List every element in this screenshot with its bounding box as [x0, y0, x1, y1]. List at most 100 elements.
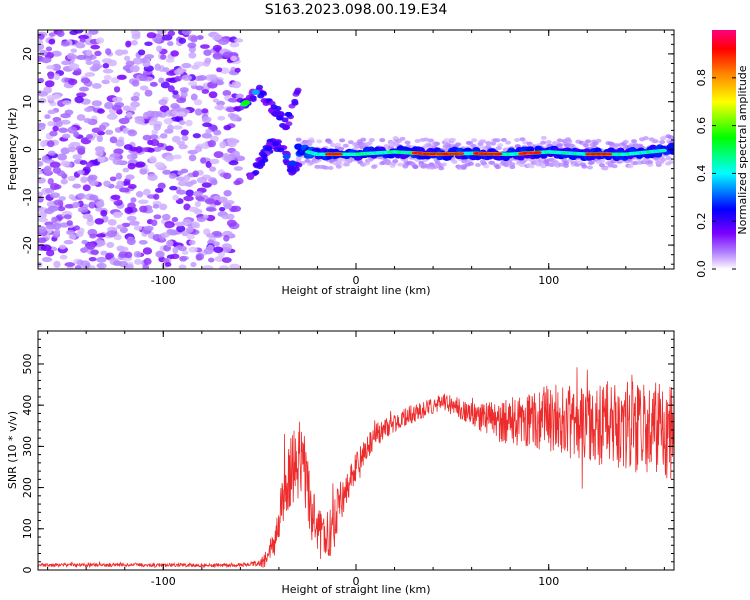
noise-cell [70, 48, 78, 53]
noise-cell [170, 50, 179, 57]
noise-cell [196, 35, 204, 40]
noise-cell [210, 179, 218, 186]
noise-cell [80, 77, 91, 84]
noise-cell [134, 162, 143, 168]
noise-cell [146, 32, 157, 39]
trace-halo-cell [370, 164, 377, 169]
noise-cell [205, 207, 217, 212]
noise-cell [55, 120, 63, 128]
noise-cell [149, 155, 157, 163]
noise-cell [68, 234, 77, 240]
noise-cell [112, 260, 122, 267]
trace-halo-cell [440, 162, 447, 167]
noise-cell [167, 85, 175, 93]
heatmap-marks [38, 30, 674, 269]
noise-cell [124, 206, 134, 214]
noise-cell [38, 212, 48, 219]
colorbar-tick-label: 0.4 [695, 165, 708, 183]
noise-cell [158, 77, 165, 84]
noise-cell [47, 150, 56, 156]
noise-cell [187, 42, 197, 49]
noise-cell [213, 151, 224, 159]
noise-cell [115, 49, 124, 56]
noise-cell [159, 105, 170, 113]
noise-cell [101, 79, 110, 85]
noise-cell [150, 139, 160, 147]
noise-cell [68, 146, 76, 153]
noise-cell [125, 60, 135, 67]
noise-cell [154, 161, 166, 169]
noise-cell [172, 125, 183, 130]
noise-cell [179, 87, 189, 93]
noise-cell [204, 198, 216, 205]
noise-cell [95, 149, 104, 157]
x-tick-label: -100 [151, 274, 176, 287]
noise-cell [54, 228, 61, 236]
x-tick-label: 100 [538, 274, 559, 287]
noise-cell [69, 141, 81, 147]
noise-cell [138, 74, 148, 82]
noise-cell [60, 160, 70, 167]
noise-cell [178, 37, 187, 44]
heatmap-xlabel: Height of straight line (km) [281, 284, 430, 297]
noise-cell [124, 251, 133, 259]
noise-cell [63, 214, 72, 220]
trace-halo-cell [494, 138, 501, 143]
noise-cell [72, 154, 82, 160]
noise-cell [190, 261, 197, 268]
branch-cell [265, 141, 273, 147]
noise-cell [106, 230, 118, 238]
noise-cell [223, 124, 232, 131]
noise-cell [172, 246, 179, 254]
y-tick-label: 400 [21, 395, 34, 416]
noise-cell [62, 100, 72, 105]
trace-cell [294, 143, 303, 150]
noise-cell [38, 225, 47, 233]
noise-cell [47, 121, 55, 127]
noise-cell [181, 30, 192, 36]
noise-cell [194, 145, 203, 153]
noise-cell [51, 63, 62, 72]
noise-cell [194, 108, 203, 116]
noise-cell [40, 140, 47, 148]
branch-cell [291, 98, 299, 104]
noise-cell [77, 169, 85, 175]
noise-cell [86, 242, 96, 250]
trace-halo-cell [494, 165, 501, 170]
y-tick-label: 10 [21, 95, 34, 109]
noise-cell [201, 182, 212, 188]
trace-halo-cell [450, 137, 457, 142]
noise-cell [221, 214, 230, 220]
branch-cell [277, 147, 285, 153]
noise-cell [162, 169, 172, 175]
trace-halo-cell [363, 161, 370, 166]
trace-halo-cell [519, 137, 526, 142]
trace-halo-cell [509, 165, 516, 170]
trace-halo-cell [443, 138, 450, 143]
trace-halo-cell [301, 139, 308, 144]
noise-cell [109, 176, 117, 182]
trace-halo-cell [480, 139, 487, 144]
trace-cell [667, 142, 674, 150]
trace-halo-cell [366, 141, 373, 146]
noise-cell [76, 114, 86, 121]
noise-cell [38, 217, 49, 223]
trace-halo-cell [345, 158, 352, 163]
noise-cell [206, 244, 215, 252]
trace-halo-cell [613, 143, 620, 148]
noise-cell [133, 225, 143, 231]
noise-cell [66, 229, 76, 235]
noise-cell [38, 191, 43, 198]
noise-cell [219, 67, 230, 74]
noise-cell [178, 245, 187, 252]
noise-cell [49, 130, 58, 137]
noise-cell [192, 170, 199, 178]
y-tick-label: 500 [21, 353, 34, 374]
noise-cell [47, 109, 56, 115]
noise-cell [221, 257, 232, 264]
noise-cell [188, 154, 197, 162]
noise-cell [112, 96, 123, 103]
noise-cell [52, 166, 61, 174]
noise-cell [38, 160, 44, 167]
